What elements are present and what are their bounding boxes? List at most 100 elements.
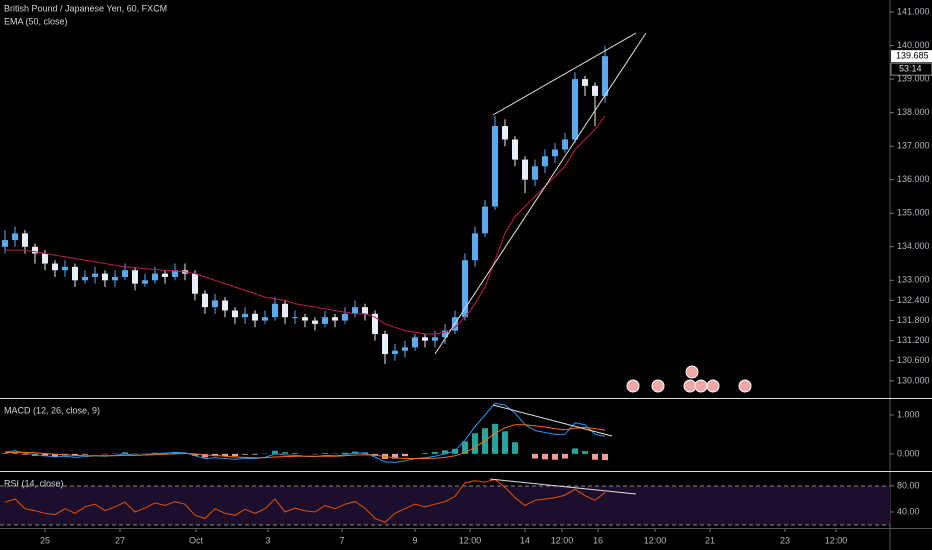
y-tick-label: 138.000 — [897, 107, 930, 117]
x-tick-label: 9 — [412, 535, 417, 545]
candle-body — [462, 260, 468, 318]
histogram-bar — [452, 448, 458, 454]
y-tick-label: 132.400 — [897, 295, 930, 305]
y-tick-label: 80.00 — [897, 480, 920, 490]
x-tick-label: 25 — [40, 535, 50, 545]
histogram-bar — [22, 453, 28, 455]
histogram-bar — [582, 451, 588, 454]
histogram-bar — [432, 451, 438, 454]
candle-body — [282, 303, 288, 318]
candle-body — [572, 79, 578, 140]
candle-body — [602, 56, 608, 96]
candle-body — [142, 280, 148, 284]
candle-body — [422, 337, 428, 341]
x-tick-label: 12:00 — [551, 535, 574, 545]
histogram-bar — [192, 453, 198, 456]
histogram-bar — [222, 453, 228, 457]
drawings — [434, 32, 752, 495]
price-label: 139.685 — [896, 51, 929, 61]
candle-body — [412, 337, 418, 348]
candle-body — [392, 350, 398, 355]
candle-body — [472, 233, 478, 261]
histogram-bar — [232, 453, 238, 457]
candle-body — [532, 166, 538, 180]
x-tick-label: 23 — [780, 535, 790, 545]
event-icon[interactable] — [738, 379, 752, 393]
ema-line — [5, 115, 606, 335]
y-tick-label: 135.000 — [897, 208, 930, 218]
x-tick-label: 16 — [593, 535, 603, 545]
x-tick-label: 12:00 — [825, 535, 848, 545]
candle-body — [112, 276, 118, 281]
histogram-bar — [492, 423, 498, 454]
histogram-bar — [172, 452, 178, 454]
candle-body — [522, 159, 528, 180]
chart-title: British Pound / Japanese Yen, 60, FXCM — [4, 3, 167, 13]
histogram-bar — [12, 452, 18, 454]
candle-body — [152, 273, 158, 281]
y-tick-label: 137.000 — [897, 141, 930, 151]
countdown-box — [890, 62, 932, 76]
rsi-band — [0, 485, 890, 526]
candle-body — [132, 270, 138, 284]
panel-title: MACD (12, 26, close, 9) — [4, 405, 100, 415]
event-icon[interactable] — [651, 379, 665, 393]
x-tick-label: 27 — [115, 535, 125, 545]
candle-body — [72, 266, 78, 281]
candle-body — [302, 317, 308, 321]
candle-body — [12, 233, 18, 241]
candle-body — [332, 317, 338, 321]
histogram-bar — [542, 453, 548, 460]
x-tick-label: 12:00 — [459, 535, 482, 545]
candle-body — [252, 313, 258, 321]
histogram-bar — [82, 453, 88, 455]
candle-body — [212, 300, 218, 308]
event-icon[interactable] — [694, 379, 708, 393]
histogram-bar — [202, 453, 208, 458]
y-tick-label: 40.00 — [897, 506, 920, 516]
y-tick-label: 134.000 — [897, 241, 930, 251]
histogram-bar — [282, 452, 288, 454]
candle-body — [242, 313, 248, 318]
histogram-bar — [292, 453, 298, 454]
histogram-bar — [272, 450, 278, 454]
histogram-bar — [442, 450, 448, 454]
candle-body — [172, 270, 178, 277]
price-label-box — [891, 50, 932, 63]
event-icon[interactable] — [706, 379, 720, 393]
candle-body — [162, 273, 168, 277]
trendline — [492, 32, 637, 116]
x-tick-label: Oct — [189, 535, 204, 545]
candle-body — [192, 273, 198, 294]
candle-body — [502, 126, 508, 140]
event-icon[interactable] — [626, 379, 640, 393]
y-tick-label: 131.800 — [897, 315, 930, 325]
histogram-bar — [562, 453, 568, 459]
candle-body — [222, 300, 228, 311]
candle-body — [32, 246, 38, 254]
histogram-bar — [552, 453, 558, 460]
y-tick-label: 139.000 — [897, 74, 930, 84]
signal-line — [4, 424, 606, 459]
x-tick-label: 3 — [265, 535, 270, 545]
candle-body — [372, 313, 378, 334]
candle-body — [592, 85, 598, 96]
legend-entry: EMA (50, close) — [4, 16, 68, 26]
event-icon[interactable] — [683, 379, 697, 393]
y-tick-label: 133.000 — [897, 275, 930, 285]
y-tick-label: 1.000 — [897, 409, 920, 419]
y-tick-label: 130.600 — [897, 355, 930, 365]
histogram-bar — [42, 453, 48, 457]
histogram-bar — [392, 453, 398, 459]
candle-body — [102, 273, 108, 281]
histogram-bar — [572, 448, 578, 454]
x-tick-label: 12:00 — [644, 535, 667, 545]
y-tick-label: 141.000 — [897, 6, 930, 16]
candle-body — [2, 240, 8, 247]
rsi-line — [4, 478, 606, 523]
histogram-bar — [252, 453, 258, 455]
histogram-bar — [592, 453, 598, 460]
event-icon[interactable] — [685, 365, 699, 379]
